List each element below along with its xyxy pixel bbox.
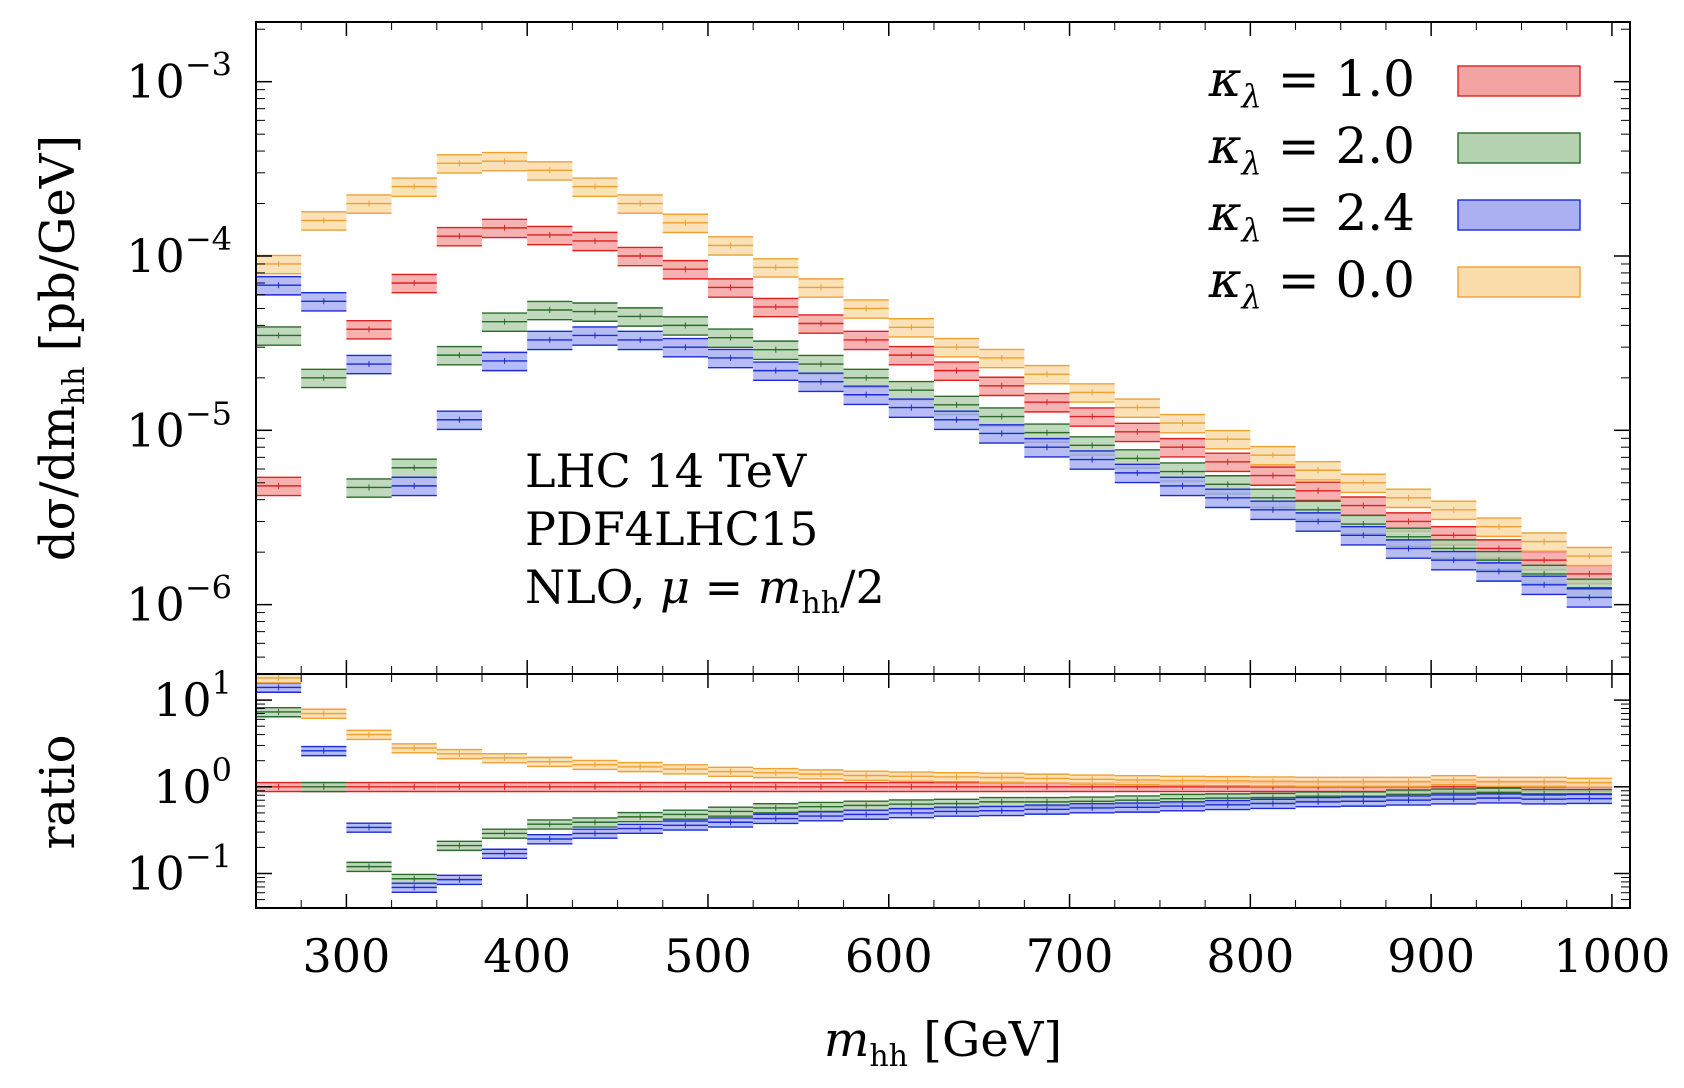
legend-entry: κλ = 1.0 [1208,50,1581,115]
x-tick-label: 700 [1026,929,1114,983]
legend-swatch [1457,199,1581,231]
legend-entry: κλ = 2.4 [1208,184,1581,249]
legend-swatch [1457,65,1581,97]
upper-y-ticks: 10−6 10−5 10−4 10−3 [126,28,1630,675]
upper-y-axis-prefix: dσ/dm [30,405,86,561]
x-ticks: 300 400 500 600 700 800 900 1000 [300,22,1670,983]
x-tick-label: 1000 [1553,929,1670,983]
x-tick-label: 600 [845,929,933,983]
ratio-series-3 [256,674,1612,789]
annotation-line-3: NLO, μ = mhh/2 [525,560,885,621]
x-tick-label: 900 [1387,929,1475,983]
annotation-line-2: PDF4LHC15 [525,502,818,556]
upper-y-tick-label: 10−6 [126,569,232,632]
x-axis-main: m [824,1012,870,1068]
legend-entry: κλ = 0.0 [1208,251,1581,316]
upper-y-tick-label: 10−5 [126,394,232,457]
x-tick-label: 500 [664,929,752,983]
x-tick-label: 400 [483,929,571,983]
upper-series-2 [256,275,1612,608]
lower-y-tick-label: 10−1 [126,837,232,900]
upper-series-3 [256,151,1612,567]
annotation-block: LHC 14 TeV PDF4LHC15 NLO, μ = mhh/2 [525,444,885,621]
x-axis-title: mhh [GeV] [824,1012,1062,1074]
lower-panel-data [256,674,1612,893]
lower-y-ticks: 10−1 100 101 [126,664,1630,909]
lower-y-tick-label: 100 [153,751,232,814]
legend-entry: κλ = 2.0 [1208,117,1581,182]
lower-y-tick-label: 101 [153,664,232,727]
x-tick-label: 300 [302,929,390,983]
legend-label: κλ = 2.4 [1208,184,1415,249]
upper-y-tick-label: 10−4 [126,220,232,283]
upper-y-axis-sub: hh [57,367,92,406]
x-tick-label: 800 [1206,929,1294,983]
legend-label: κλ = 0.0 [1208,251,1415,316]
upper-y-tick-label: 10−3 [126,46,232,109]
legend-label: κλ = 1.0 [1208,50,1415,115]
legend: κλ = 1.0κλ = 2.0κλ = 2.4κλ = 0.0 [1208,50,1581,316]
x-axis-unit: [GeV] [908,1012,1062,1068]
legend-label: κλ = 2.0 [1208,117,1415,182]
ratio-series-2 [256,682,1612,893]
annotation-line-1: LHC 14 TeV [525,444,807,498]
upper-y-axis-unit: [pb/GeV] [30,135,86,367]
legend-swatch [1457,132,1581,164]
x-axis-sub: hh [869,1039,908,1074]
legend-swatch [1457,266,1581,298]
upper-panel-data [256,151,1612,608]
lower-y-axis-title: ratio [30,734,86,849]
upper-y-axis-title: dσ/dmhh [pb/GeV] [30,135,92,561]
